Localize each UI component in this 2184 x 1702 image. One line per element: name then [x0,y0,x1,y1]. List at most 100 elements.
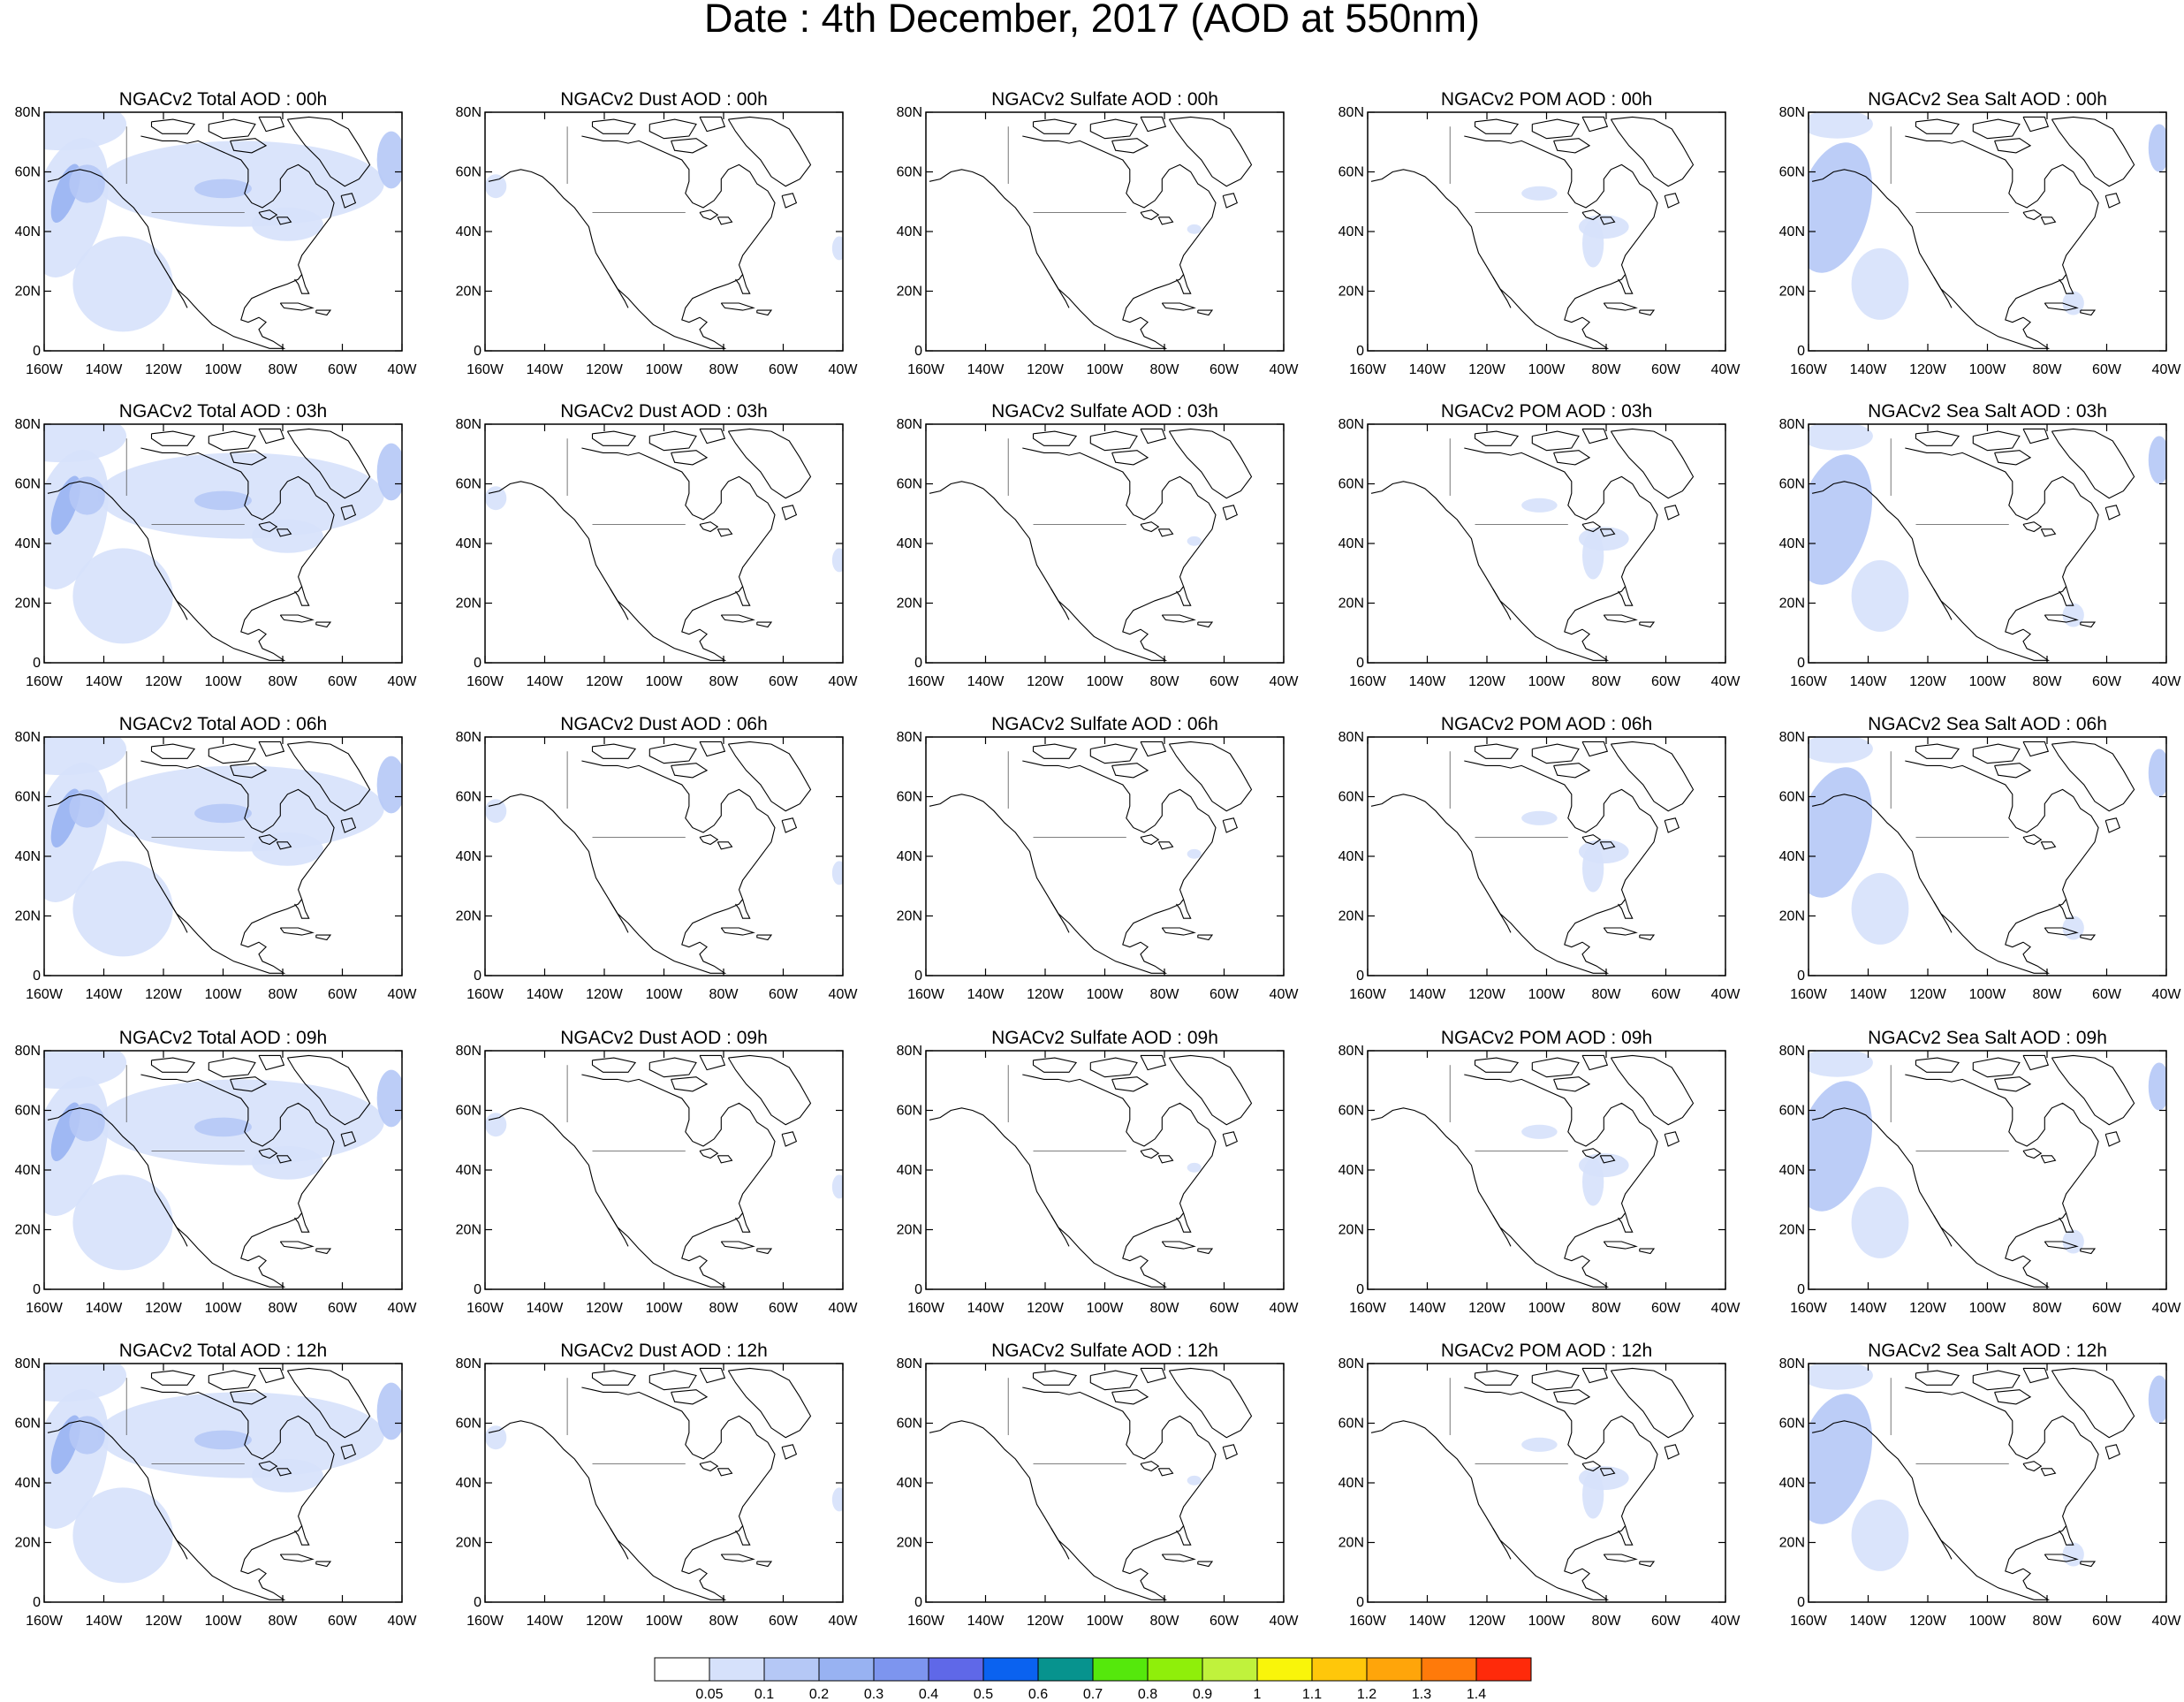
coastline [2051,116,2135,187]
lon-tick-label: 120W [145,362,183,377]
coastline [488,447,776,661]
lon-tick-label: 140W [1409,674,1447,689]
lon-tick-label: 160W [907,674,945,689]
aod-shading [1851,872,1909,945]
coastline [720,1241,755,1250]
coastline [1610,1367,1695,1439]
coastline [610,1528,629,1560]
lon-tick-label: 60W [769,674,799,689]
coastline [1140,428,1167,444]
aod-shading [2148,748,2166,797]
aod-shading [376,131,402,189]
lon-tick-label: 80W [1150,987,1180,1002]
aod-shading [1809,112,1873,139]
panel-title: NGACv2 Total AOD : 09h [119,1028,327,1048]
map-panel: NGACv2 POM AOD : 00h 0 20N 40N 60N 80N 160W 140… [1338,89,1741,377]
coastline [720,1554,755,1562]
aod-shading [485,486,507,511]
coastline [1994,138,2032,154]
lon-tick-label: 60W [328,1301,358,1316]
panel-title: NGACv2 Sulfate AOD : 12h [991,1341,1218,1361]
coastline [1603,1241,1638,1250]
lon-tick-label: 100W [1087,1614,1125,1629]
map-panel: NGACv2 Sulfate AOD : 09h 0 20N 40N 60N 80N 160… [897,1028,1300,1316]
lon-tick-label: 60W [2092,1614,2122,1629]
aod-shading [1851,247,1909,320]
lat-tick-label: 80N [897,730,922,745]
coastline [1140,1054,1167,1071]
coastline [2040,528,2057,537]
coastline [2104,505,2120,520]
lon-tick-label: 40W [2152,674,2182,689]
coastline [1161,1554,1196,1562]
coastline [717,528,733,537]
lat-tick-label: 40N [456,1163,482,1178]
aod-shading [44,737,127,776]
lat-tick-label: 40N [15,849,41,864]
coastline [258,1054,285,1071]
coastline [1664,193,1680,209]
lon-tick-label: 120W [1027,1301,1065,1316]
coastline [1176,1525,1192,1546]
coastline [2051,1054,2135,1126]
aod-shading [1521,1437,1558,1452]
coastline [1157,1468,1174,1477]
lat-tick-label: 40N [897,224,922,239]
lon-tick-label: 140W [1850,987,1888,1002]
panel-title: NGACv2 Sea Salt AOD : 12h [1868,1341,2107,1361]
coastline [591,118,637,134]
coastline [279,1241,315,1250]
coastline [1492,589,1512,620]
lon-tick-label: 60W [2092,987,2122,1002]
map-panel: NGACv2 Sulfate AOD : 00h 0 20N 40N 60N 80N 160… [897,89,1300,377]
lon-tick-label: 40W [2152,987,2182,1002]
lon-tick-label: 160W [466,362,504,377]
lat-tick-label: 80N [15,1356,41,1371]
coastline [2051,1367,2135,1439]
coastline [1157,841,1174,850]
aod-shading [2148,1375,2166,1424]
aod-shading [72,236,173,332]
lon-tick-label: 160W [907,1301,945,1316]
map-panel: NGACv2 Sea Salt AOD : 12h 0 20N 40N 60N 80N 16… [1779,1341,2182,1629]
coastline [591,430,637,446]
panel-title: NGACv2 Dust AOD : 12h [560,1341,768,1361]
lat-tick-label: 80N [15,730,41,745]
lon-tick-label: 120W [1909,1614,1947,1629]
lon-tick-label: 100W [205,674,243,689]
aod-shading [485,799,507,824]
coastline [591,1057,637,1073]
panel-title: NGACv2 Total AOD : 12h [119,1341,327,1361]
coastline [2059,1212,2074,1233]
lat-tick-label: 60N [897,790,922,805]
coastline [1197,1248,1214,1255]
aod-shading [1582,531,1604,580]
lon-tick-label: 60W [1210,987,1240,1002]
lon-tick-label: 100W [205,362,243,377]
coastline [1222,505,1238,520]
coastline [1531,1057,1580,1078]
coastline [1474,743,1520,759]
coastline [2080,1561,2097,1568]
lon-tick-label: 160W [466,1301,504,1316]
coastline [208,1057,256,1078]
lat-tick-label: 40N [897,1163,922,1178]
aod-shading [376,443,402,501]
lon-tick-label: 140W [527,674,565,689]
coastline [699,116,726,133]
lon-tick-label: 80W [2033,362,2063,377]
lat-tick-label: 0 [1797,1595,1805,1610]
lat-tick-label: 80N [1338,1356,1364,1371]
lat-tick-label: 0 [33,1282,41,1297]
lat-tick-label: 80N [1338,417,1364,432]
coastline [2022,741,2050,757]
lon-tick-label: 40W [829,1614,859,1629]
lon-tick-label: 100W [205,1301,243,1316]
map-panel: NGACv2 Sea Salt AOD : 00h 0 20N 40N 60N 80N 16… [1779,89,2182,377]
coastline [1176,1212,1192,1233]
lon-tick-label: 100W [1528,1614,1566,1629]
lon-tick-label: 60W [2092,1301,2122,1316]
coastline [735,1212,751,1233]
lat-tick-label: 80N [15,1044,41,1059]
lat-tick-label: 60N [1779,1104,1805,1119]
